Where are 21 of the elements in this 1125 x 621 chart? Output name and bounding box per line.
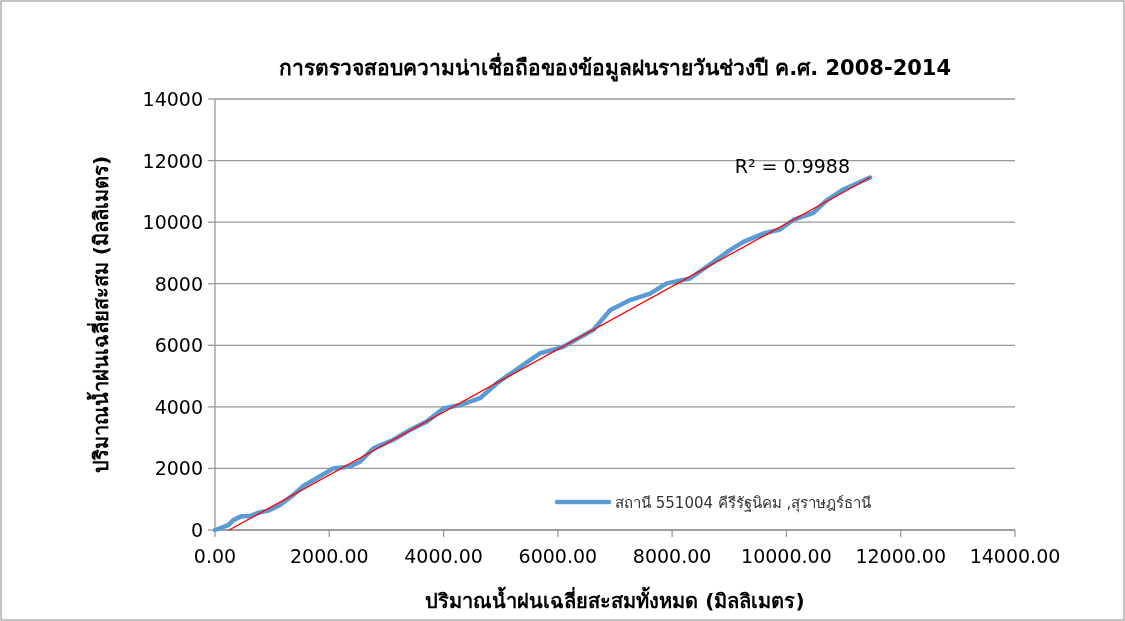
x-tick-label: 8000.00 <box>632 545 712 567</box>
y-tick-label: 0 <box>190 519 203 541</box>
y-tick-label: 6000 <box>154 334 203 357</box>
y-tick-label: 12000 <box>142 149 203 172</box>
x-axis-title: ปริมาณน้ำฝนเฉลี่ยสะสมทั้งหมด (มิลลิเมตร) <box>425 586 805 613</box>
x-tick-label: 4000.00 <box>404 545 483 567</box>
y-tick-label: 4000 <box>154 395 203 418</box>
annotation: R² = 0.9988 <box>734 154 851 177</box>
x-tick-label: 2000.00 <box>290 545 369 567</box>
y-tick-label: 14000 <box>142 88 203 110</box>
x-tick-label: 6000.00 <box>518 545 598 567</box>
x-tick-label: 12000.00 <box>855 545 947 567</box>
x-tick-label: 14000.00 <box>969 545 1061 567</box>
y-tick-label: 8000 <box>154 272 203 295</box>
y-tick-label: 10000 <box>142 211 203 234</box>
x-tick-label: 10000.00 <box>741 545 832 567</box>
chart-title: การตรวจสอบความน่าเชื่อถือของข้อมูลฝนรายวันช่วงปี ค.ศ. 2008-2014 <box>278 52 952 82</box>
y-tick-label: 2000 <box>154 457 203 480</box>
y-axis-title: ปริมาณน้ำฝนเฉลี่ยสะสม (มิลลิเมตร) <box>86 155 113 474</box>
legend-label: สถานี 551004 คีรีรัฐนิคม ,สุราษฎร์ธานี <box>615 494 872 513</box>
x-tick-label: 0.00 <box>193 545 237 567</box>
